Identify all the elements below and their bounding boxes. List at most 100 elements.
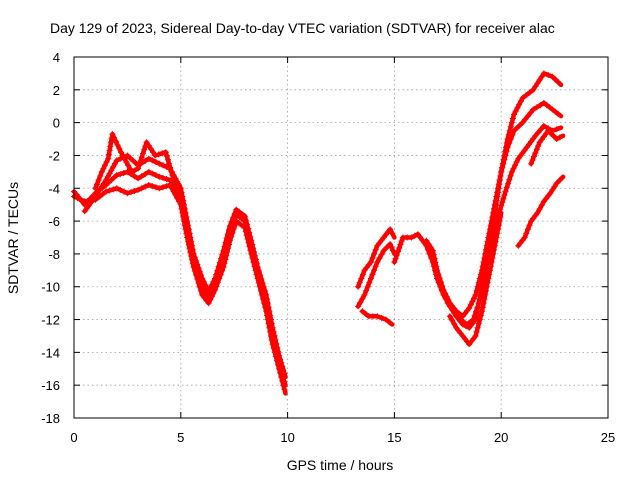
data-point-markers <box>241 213 254 240</box>
data-point-markers <box>355 295 366 310</box>
data-point-markers <box>199 275 210 292</box>
data-point-markers <box>380 229 391 241</box>
data-point-markers <box>167 182 182 205</box>
series-track-7 <box>359 308 395 327</box>
data-point-markers <box>534 202 545 216</box>
x-axis-title: GPS time / hours <box>287 457 394 473</box>
data-point-markers <box>135 183 149 193</box>
series-track-6 <box>355 226 397 290</box>
data-point-markers <box>464 319 474 328</box>
y-tick-label: -2 <box>48 148 60 163</box>
data-point-markers <box>190 250 204 278</box>
data-point-markers <box>276 352 288 377</box>
data-point-markers <box>472 312 484 339</box>
data-point-markers <box>162 149 175 175</box>
data-point-markers <box>233 206 245 217</box>
y-tick-label: 4 <box>53 50 60 65</box>
data-point-markers <box>528 212 539 225</box>
data-point-markers <box>109 131 123 152</box>
data-point-markers <box>549 126 560 134</box>
data-point-markers <box>220 241 232 270</box>
data-point-markers <box>367 246 379 266</box>
x-tick-label: 5 <box>177 430 184 445</box>
data-point-markers <box>511 122 523 134</box>
data-point-markers <box>156 183 170 192</box>
data-point-markers <box>434 267 446 290</box>
data-point-markers <box>479 279 491 315</box>
data-point-markers <box>382 316 393 325</box>
grid-lines <box>74 57 608 418</box>
data-point-markers <box>515 147 528 162</box>
chart-title: Day 129 of 2023, Sidereal Day-to-day VTE… <box>50 20 555 36</box>
data-point-markers <box>553 177 563 187</box>
data-point-markers <box>199 291 210 304</box>
data-point-markers <box>367 263 379 282</box>
x-tick-label: 0 <box>70 430 77 445</box>
data-point-markers <box>466 319 477 331</box>
data-point-markers <box>226 210 238 229</box>
series-line <box>516 174 566 248</box>
data-point-markers <box>184 218 196 253</box>
data-point-markers <box>254 264 268 294</box>
data-point-markers <box>504 131 516 151</box>
series-track-4 <box>92 131 184 194</box>
data-point-markers <box>519 109 534 126</box>
data-point-markers <box>485 205 497 241</box>
data-point-markers <box>466 295 477 312</box>
data-point-markers <box>145 155 159 165</box>
data-point-markers <box>459 307 470 320</box>
data-point-markers <box>547 183 558 197</box>
data-point-markers <box>169 172 183 192</box>
data-point-markers <box>530 102 544 113</box>
series-line <box>71 182 288 396</box>
data-point-markers <box>549 106 562 117</box>
y-tick-label: -14 <box>41 345 60 360</box>
data-point-markers <box>205 278 217 295</box>
data-point-markers <box>361 279 373 298</box>
y-tick-label: -8 <box>48 247 60 262</box>
data-point-markers <box>226 222 239 244</box>
x-tick-label: 15 <box>387 430 401 445</box>
data-point-markers <box>233 218 245 229</box>
data-point-markers <box>408 232 418 241</box>
data-point-markers <box>135 171 149 182</box>
data-point-markers <box>528 142 542 167</box>
data-point-markers <box>523 135 537 151</box>
data-point-markers <box>92 180 107 200</box>
data-point-markers <box>540 70 552 78</box>
series-track-3 <box>81 152 288 380</box>
data-point-markers <box>380 244 390 254</box>
series-track-5 <box>355 241 397 310</box>
data-point-markers <box>387 241 396 254</box>
data-point-markers <box>459 321 469 330</box>
data-point-markers <box>515 237 526 249</box>
data-point-markers <box>103 186 117 195</box>
x-tick-label: 25 <box>601 430 615 445</box>
data-point-markers <box>220 227 232 254</box>
y-tick-label: -6 <box>48 214 60 229</box>
data-point-markers <box>453 324 464 337</box>
series-track-1 <box>71 182 288 396</box>
data-point-markers <box>124 152 139 166</box>
data-point-markers <box>156 160 170 170</box>
data-point-markers <box>485 246 497 282</box>
y-tick-labels: -18 -16 -14 -12 -10 -8 -6 -4 -2 0 2 4 <box>41 50 60 426</box>
y-tick-label: 2 <box>53 83 60 98</box>
data-point-markers <box>498 148 510 175</box>
data-point-markers <box>519 89 533 101</box>
data-point-markers <box>103 174 117 188</box>
data-point-markers <box>532 126 545 139</box>
data-point-markers <box>387 226 396 237</box>
data-point-markers <box>399 234 411 241</box>
data-point-markers <box>521 222 533 241</box>
data-point-markers <box>457 316 467 325</box>
y-tick-label: -4 <box>48 181 60 196</box>
data-point-markers <box>511 98 524 118</box>
data-point-markers <box>536 130 550 146</box>
data-point-markers <box>374 237 385 249</box>
data-point-markers <box>553 134 563 142</box>
axis-ticks <box>73 56 609 419</box>
data-point-markers <box>491 214 504 249</box>
data-point-markers <box>530 73 545 93</box>
